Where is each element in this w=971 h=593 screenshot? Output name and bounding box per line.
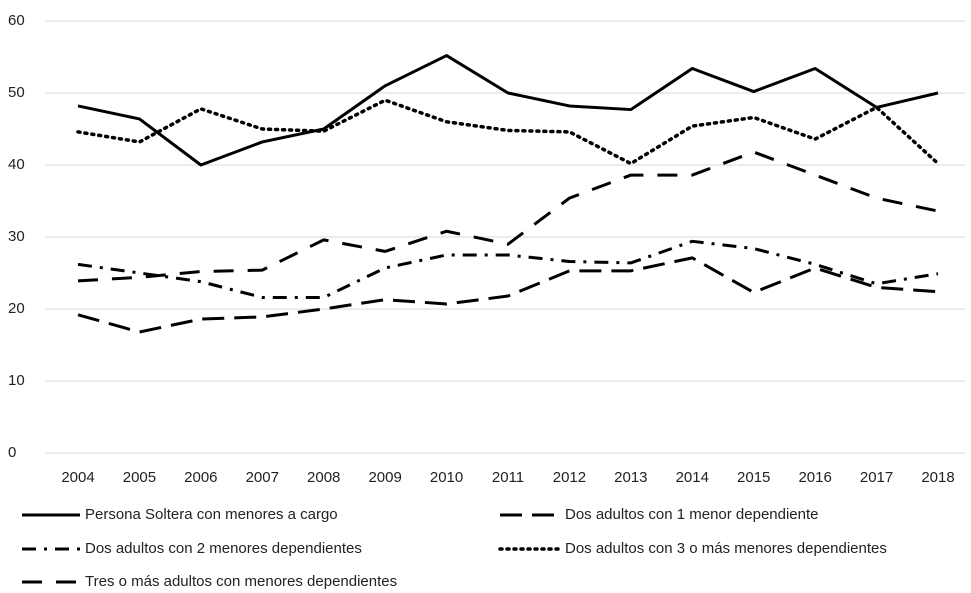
x-tick-label: 2010 [430, 469, 463, 486]
x-tick-label: 2013 [614, 469, 647, 486]
x-tick-label: 2011 [492, 469, 524, 486]
y-tick-label: 50 [8, 84, 25, 101]
series-line [77, 239, 939, 299]
x-tick-label: 2018 [921, 469, 954, 486]
x-tick-label: 2005 [123, 469, 156, 486]
legend-label: Persona Soltera con menores a cargo [85, 506, 338, 523]
x-tick-label: 2012 [553, 469, 586, 486]
series-line [77, 256, 939, 334]
y-tick-label: 60 [8, 12, 25, 29]
x-tick-label: 2008 [307, 469, 340, 486]
y-tick-label: 30 [8, 228, 25, 245]
legend-label: Dos adultos con 2 menores dependientes [85, 540, 362, 557]
x-tick-label: 2007 [246, 469, 279, 486]
legend-label: Dos adultos con 1 menor dependiente [565, 506, 819, 523]
legend-label: Tres o más adultos con menores dependien… [85, 573, 397, 590]
x-tick-label: 2004 [61, 469, 94, 486]
x-tick-label: 2014 [676, 469, 709, 486]
y-tick-label: 20 [8, 300, 25, 317]
x-tick-label: 2015 [737, 469, 770, 486]
series-line [77, 150, 939, 283]
legend-label: Dos adultos con 3 o más menores dependie… [565, 540, 887, 557]
x-tick-label: 2009 [368, 469, 401, 486]
x-tick-label: 2017 [860, 469, 893, 486]
x-tick-label: 2006 [184, 469, 217, 486]
x-tick-label: 2016 [798, 469, 831, 486]
y-tick-label: 10 [8, 372, 25, 389]
y-tick-label: 40 [8, 156, 25, 173]
y-tick-label: 0 [8, 444, 16, 461]
series-line [77, 54, 939, 167]
series-line [76, 98, 940, 166]
